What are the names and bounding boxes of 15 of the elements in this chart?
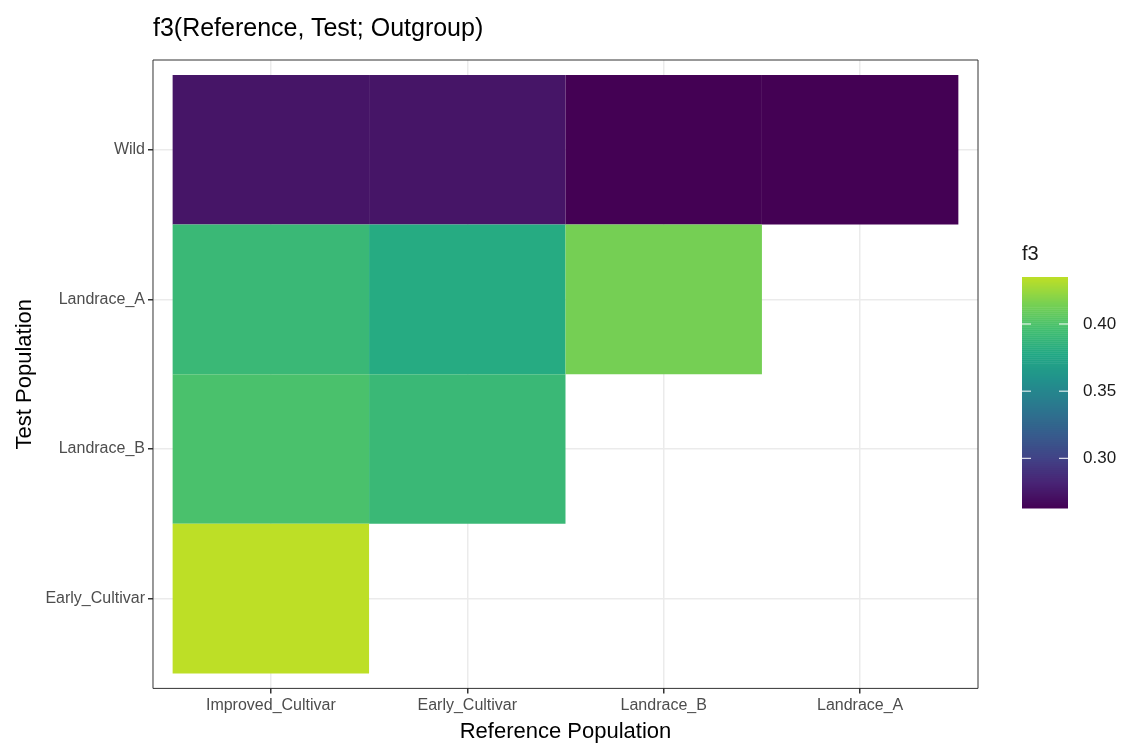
x-tick-label: Early_Cultivar <box>417 696 518 715</box>
chart-title: f3(Reference, Test; Outgroup) <box>152 13 484 41</box>
x-tick-label: Landrace_A <box>816 696 904 715</box>
x-axis-title: Reference Population <box>459 717 672 743</box>
x-tick-label: Landrace_B <box>620 696 707 715</box>
color-bar-label: 0.35 <box>1083 380 1117 400</box>
y-tick-label: Early_Cultivar <box>45 589 146 608</box>
y-tick-label: Wild <box>113 140 145 158</box>
y-axis-title: Test Population <box>11 298 37 450</box>
color-bar-label: 0.30 <box>1083 448 1117 467</box>
y-tick-label: Landrace_B <box>58 439 145 458</box>
color-bar-title: f3 <box>1022 242 1039 264</box>
y-tick-label: Landrace_A <box>58 289 146 308</box>
color-bar-label: 0.40 <box>1083 313 1117 333</box>
x-tick-label: Improved_Cultivar <box>205 696 337 715</box>
